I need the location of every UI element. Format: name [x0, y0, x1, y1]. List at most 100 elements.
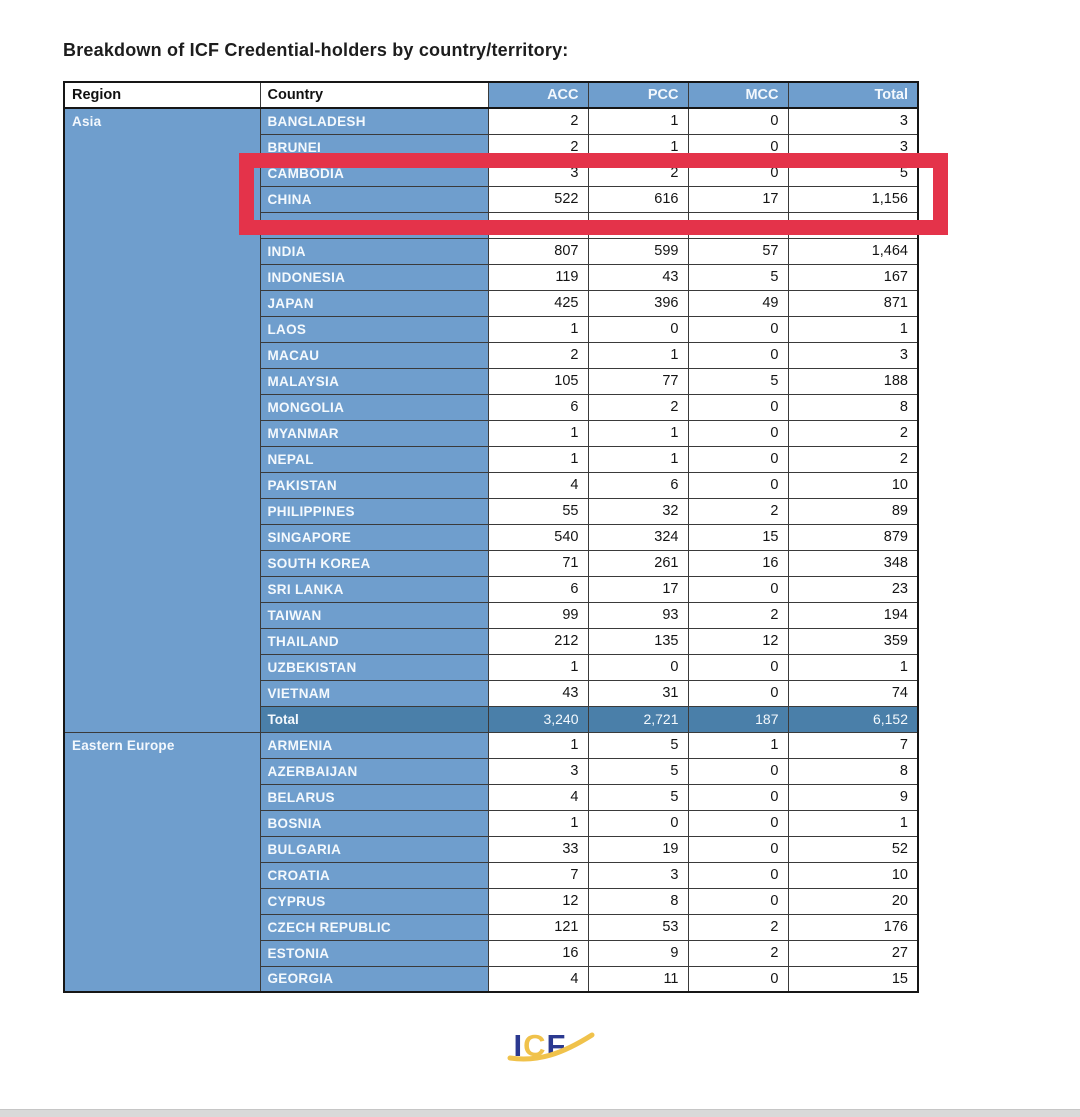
mcc-value-cell: 2 — [687, 939, 789, 967]
pcc-value-cell: 2 — [587, 159, 689, 187]
acc-value-cell — [487, 211, 589, 239]
country-cell: BANGLADESH — [259, 107, 489, 135]
pcc-value-cell: 599 — [587, 237, 689, 265]
total-value-cell: 7 — [787, 731, 919, 759]
acc-value-cell: 1 — [487, 809, 589, 837]
total-value-cell — [787, 211, 919, 239]
pcc-value-cell: 1 — [587, 341, 689, 369]
total-value-cell: 1 — [787, 653, 919, 681]
country-cell: BELARUS — [259, 783, 489, 811]
acc-value-cell: 33 — [487, 835, 589, 863]
region-cell: Eastern Europe — [63, 731, 261, 993]
mcc-value-cell: 17 — [687, 185, 789, 213]
mcc-value-cell: 0 — [687, 757, 789, 785]
table-row: CROATIA 7 3 0 10 — [64, 861, 919, 889]
mcc-value-cell: 2 — [687, 913, 789, 941]
total-value-cell: 1,156 — [787, 185, 919, 213]
column-header-total: Total — [787, 81, 919, 109]
pcc-value-cell: 324 — [587, 523, 689, 551]
mcc-total-cell: 187 — [687, 705, 789, 733]
mcc-value-cell: 5 — [687, 367, 789, 395]
mcc-value-cell: 0 — [687, 835, 789, 863]
total-value-cell: 20 — [787, 887, 919, 915]
icf-logo-letter-c: C — [523, 1028, 547, 1063]
country-cell: TAIWAN — [259, 601, 489, 629]
total-value-cell: 2 — [787, 419, 919, 447]
pcc-value-cell: 5 — [587, 731, 689, 759]
pcc-value-cell: 1 — [587, 133, 689, 161]
mcc-value-cell: 0 — [687, 653, 789, 681]
total-value-cell: 3 — [787, 341, 919, 369]
pcc-value-cell: 77 — [587, 367, 689, 395]
country-cell: MYANMAR — [259, 419, 489, 447]
country-cell: LAOS — [259, 315, 489, 343]
table-row: JAPAN 425 396 49 871 — [64, 289, 919, 317]
acc-value-cell: 99 — [487, 601, 589, 629]
credential-holders-table: Region Country ACC PCC MCC Total Asia BAN… — [63, 81, 919, 993]
mcc-value-cell: 5 — [687, 263, 789, 291]
pcc-value-cell: 3 — [587, 861, 689, 889]
mcc-value-cell: 0 — [687, 419, 789, 447]
total-value-cell: 52 — [787, 835, 919, 863]
table-row: AZERBAIJAN 3 5 0 8 — [64, 757, 919, 785]
pcc-value-cell: 43 — [587, 263, 689, 291]
country-cell: CZECH REPUBLIC — [259, 913, 489, 941]
pcc-value-cell: 11 — [587, 965, 689, 993]
pcc-value-cell — [587, 211, 689, 239]
pcc-value-cell: 32 — [587, 497, 689, 525]
country-cell: INDONESIA — [259, 263, 489, 291]
acc-value-cell: 16 — [487, 939, 589, 967]
total-value-cell: 89 — [787, 497, 919, 525]
total-value-cell: 2 — [787, 445, 919, 473]
country-cell: GEORGIA — [259, 965, 489, 993]
acc-value-cell: 1 — [487, 419, 589, 447]
total-value-cell: 879 — [787, 523, 919, 551]
table-row: Eastern Europe ARMENIA 1 5 1 7 — [63, 731, 919, 993]
column-header-pcc: PCC — [587, 81, 689, 109]
country-cell: SRI LANKA — [259, 575, 489, 603]
total-value-cell: 1,464 — [787, 237, 919, 265]
country-cell: AZERBAIJAN — [259, 757, 489, 785]
country-cell: MONGOLIA — [259, 393, 489, 421]
pcc-value-cell: 6 — [587, 471, 689, 499]
total-value-cell: 23 — [787, 575, 919, 603]
country-cell: NEPAL — [259, 445, 489, 473]
mcc-value-cell: 0 — [687, 159, 789, 187]
total-value-cell: 3 — [787, 107, 919, 135]
table-row: CZECH REPUBLIC 121 53 2 176 — [64, 913, 919, 941]
mcc-value-cell: 16 — [687, 549, 789, 577]
acc-value-cell: 425 — [487, 289, 589, 317]
page-bottom-edge — [0, 1109, 1080, 1117]
table-row: TAIWAN 99 93 2 194 — [64, 601, 919, 629]
acc-value-cell: 12 — [487, 887, 589, 915]
acc-value-cell: 4 — [487, 965, 589, 993]
pcc-value-cell: 5 — [587, 757, 689, 785]
pcc-value-cell: 93 — [587, 601, 689, 629]
mcc-value-cell: 0 — [687, 471, 789, 499]
total-value-cell: 194 — [787, 601, 919, 629]
acc-value-cell: 71 — [487, 549, 589, 577]
country-cell: JAPAN — [259, 289, 489, 317]
pcc-value-cell: 31 — [587, 679, 689, 707]
total-value-cell: 1 — [787, 809, 919, 837]
country-cell: PAKISTAN — [259, 471, 489, 499]
mcc-value-cell: 15 — [687, 523, 789, 551]
mcc-value-cell: 0 — [687, 445, 789, 473]
acc-value-cell: 2 — [487, 133, 589, 161]
pcc-total-cell: 2,721 — [587, 705, 689, 733]
table-row: SINGAPORE 540 324 15 879 — [64, 523, 919, 551]
pcc-value-cell: 261 — [587, 549, 689, 577]
acc-value-cell: 2 — [487, 107, 589, 135]
country-cell: BOSNIA — [259, 809, 489, 837]
mcc-value-cell: 57 — [687, 237, 789, 265]
mcc-value-cell: 0 — [687, 107, 789, 135]
icf-logo: ICF — [507, 1028, 595, 1064]
acc-value-cell: 3 — [487, 757, 589, 785]
table-row: INDONESIA 119 43 5 167 — [64, 263, 919, 291]
mcc-value-cell: 0 — [687, 861, 789, 889]
country-cell: ARMENIA — [259, 731, 489, 759]
country-cell: MACAU — [259, 341, 489, 369]
acc-value-cell: 3 — [487, 159, 589, 187]
table-row: THAILAND 212 135 12 359 — [64, 627, 919, 655]
country-cell: THAILAND — [259, 627, 489, 655]
